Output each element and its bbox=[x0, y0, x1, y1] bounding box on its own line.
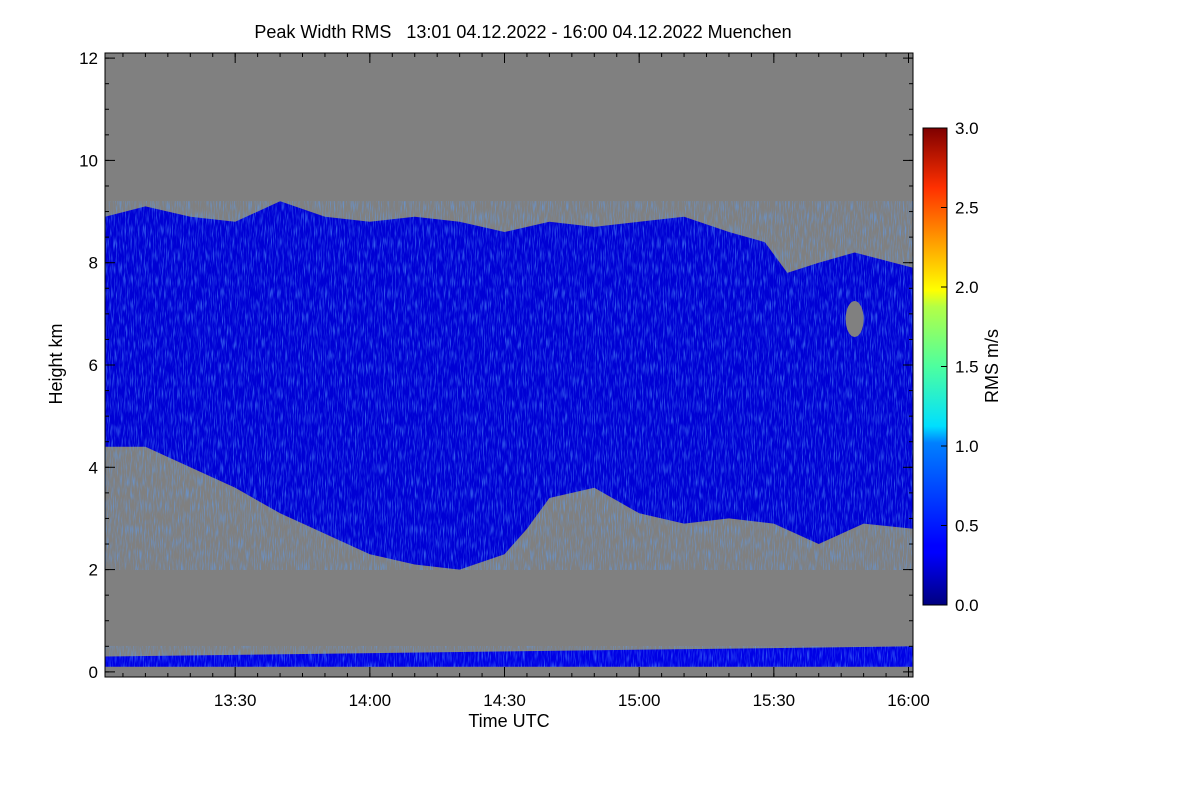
colorbar-label: RMS m/s bbox=[982, 329, 1002, 403]
y-tick-label-5: 10 bbox=[79, 151, 98, 170]
x-tick-label-0: 13:30 bbox=[214, 691, 257, 710]
y-tick-label-2: 4 bbox=[89, 458, 98, 477]
y-tick-label-1: 2 bbox=[89, 561, 98, 580]
colorbar-tick-label-1: 0.5 bbox=[955, 517, 979, 536]
x-tick-label-2: 14:30 bbox=[483, 691, 526, 710]
chart-title: Peak Width RMS 13:01 04.12.2022 - 16:00 … bbox=[254, 22, 791, 42]
colorbar-tick-label-4: 2.0 bbox=[955, 278, 979, 297]
y-axis: 0 2 4 6 8 10 12 bbox=[79, 49, 913, 682]
y-tick-label-4: 8 bbox=[89, 254, 98, 273]
y-tick-label-0: 0 bbox=[89, 663, 98, 682]
colorbar-tick-label-5: 2.5 bbox=[955, 199, 979, 218]
colorbar-tick-label-2: 1.0 bbox=[955, 437, 979, 456]
x-axis-label: Time UTC bbox=[468, 711, 549, 731]
data-gap-1 bbox=[845, 300, 864, 337]
colorbar-tick-label-0: 0.0 bbox=[955, 596, 979, 615]
x-tick-label-3: 15:00 bbox=[618, 691, 661, 710]
y-tick-label-6: 12 bbox=[79, 49, 98, 68]
colorbar: 0.0 0.5 1.0 1.5 2.0 2.5 3.0 RMS m/s bbox=[922, 119, 1002, 615]
colorbar-tick-label-6: 3.0 bbox=[955, 119, 979, 138]
echo-layer-texture-2 bbox=[105, 646, 913, 667]
echo-layer-texture-1 bbox=[105, 201, 913, 570]
x-tick-label-5: 16:00 bbox=[887, 691, 930, 710]
x-tick-label-4: 15:30 bbox=[753, 691, 796, 710]
y-axis-label: Height km bbox=[46, 323, 66, 404]
colorbar-tick-label-3: 1.5 bbox=[955, 358, 979, 377]
x-axis: 13:30 14:00 14:30 15:00 15:30 16:00 bbox=[122, 53, 930, 710]
plot-area bbox=[105, 53, 913, 677]
y-tick-label-3: 6 bbox=[89, 356, 98, 375]
x-tick-label-1: 14:00 bbox=[349, 691, 392, 710]
